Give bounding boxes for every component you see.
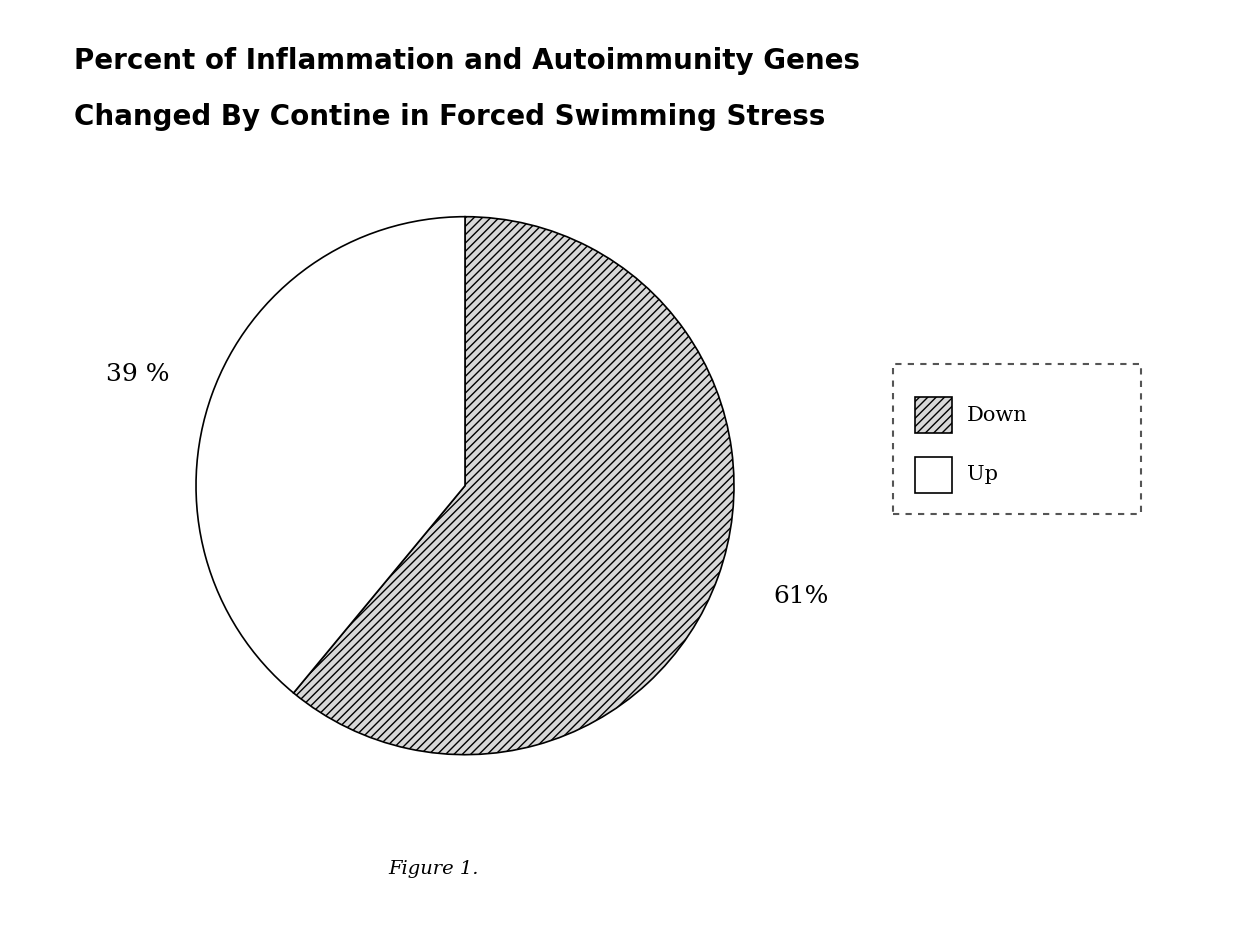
Text: Figure 1.: Figure 1. bbox=[389, 859, 479, 878]
Text: 39 %: 39 % bbox=[107, 363, 170, 386]
Wedge shape bbox=[294, 217, 734, 755]
Text: 61%: 61% bbox=[774, 586, 830, 608]
Text: Changed By Contine in Forced Swimming Stress: Changed By Contine in Forced Swimming St… bbox=[74, 103, 826, 131]
Text: Up: Up bbox=[967, 465, 998, 485]
Text: Down: Down bbox=[967, 405, 1028, 425]
Wedge shape bbox=[196, 217, 465, 693]
Text: Percent of Inflammation and Autoimmunity Genes: Percent of Inflammation and Autoimmunity… bbox=[74, 47, 861, 75]
